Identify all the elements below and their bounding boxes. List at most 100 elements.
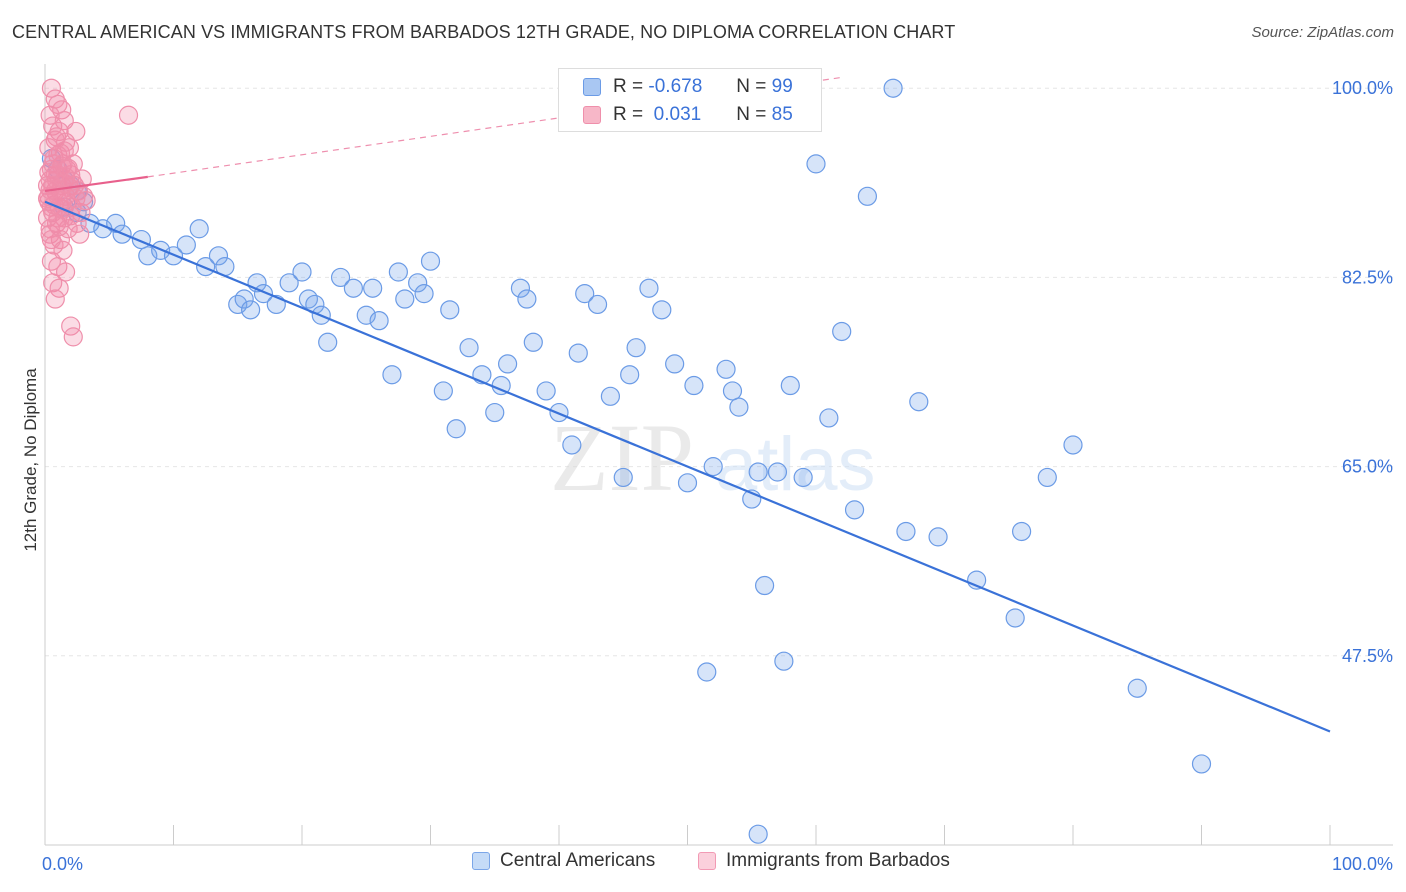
data-point [1191, 754, 1212, 774]
data-point [523, 332, 543, 352]
watermark-atlas: atlas [715, 422, 876, 507]
data-point [49, 278, 69, 298]
data-point [896, 521, 916, 542]
data-point [485, 402, 505, 423]
data-point [819, 408, 839, 428]
data-point [754, 575, 775, 596]
x-tick-label: 0.0% [42, 854, 83, 874]
correlation-stats-box: R = -0.678 N = 99 R = 0.031 N = 85 [558, 68, 822, 132]
y-tick-label: 82.5% [1342, 267, 1393, 287]
data-point [382, 365, 402, 385]
data-point [241, 300, 261, 320]
data-point [55, 262, 76, 282]
data-point [208, 246, 229, 266]
data-point [41, 229, 62, 250]
legend-central-americans[interactable]: Central Americans [472, 850, 655, 872]
stat-row-barbados: R = 0.031 N = 85 [559, 101, 793, 129]
stat-n-value: 99 [771, 76, 793, 97]
data-point [620, 365, 640, 385]
data-point [684, 375, 704, 396]
stat-row-central-americans: R = -0.678 N = 99 [559, 73, 793, 101]
data-point [44, 235, 64, 255]
data-point [63, 327, 83, 347]
data-point [45, 130, 65, 150]
data-point [857, 186, 878, 206]
data-point [43, 273, 63, 293]
y-tick-label: 100.0% [1332, 78, 1393, 98]
data-point [459, 338, 479, 358]
tick-labels: 47.5% 65.0% 82.5% 100.0% 0.0% 100.0% [42, 78, 1393, 874]
source-credit: Source: ZipAtlas.com [1251, 24, 1394, 41]
data-point [420, 251, 441, 271]
watermark-zip: ZIP [550, 404, 694, 511]
data-point [369, 311, 389, 331]
data-point [562, 435, 582, 455]
data-point [41, 251, 62, 271]
data-point [72, 169, 92, 189]
data-point [587, 294, 608, 315]
legend-barbados[interactable]: Immigrants from Barbados [698, 850, 950, 872]
data-point [517, 289, 537, 309]
grid-lines [45, 87, 1393, 657]
stat-swatch-blue [583, 78, 601, 96]
data-point [1127, 678, 1147, 698]
data-point [748, 462, 768, 482]
data-point [388, 262, 408, 282]
trend-line-1 [44, 175, 148, 193]
y-axis-label: 12th Grade, No Diploma [21, 368, 40, 552]
data-point [928, 527, 948, 547]
stat-swatch-pink [583, 106, 601, 124]
data-point [330, 267, 351, 288]
data-point [1063, 435, 1083, 455]
y-tick-label: 65.0% [1342, 457, 1393, 477]
data-point [48, 94, 68, 115]
data-point [279, 273, 299, 293]
data-point [234, 289, 254, 309]
trend-line-0 [44, 200, 1331, 733]
data-point [1005, 608, 1025, 628]
data-point [176, 235, 196, 255]
data-point [1037, 467, 1057, 488]
data-point [767, 462, 788, 482]
data-point [433, 381, 453, 401]
stat-n-value: 85 [771, 104, 793, 125]
series-barbados-points [37, 78, 139, 347]
data-point [832, 321, 852, 342]
data-point [228, 294, 248, 315]
data-point [716, 359, 736, 379]
data-point [363, 278, 383, 298]
data-point [43, 116, 63, 136]
data-point [189, 219, 209, 239]
stat-r-label: R = [613, 104, 644, 125]
data-point [440, 300, 460, 320]
stat-r-value: -0.678 [648, 76, 703, 97]
y-tick-label: 47.5% [1342, 646, 1393, 666]
data-point [498, 354, 518, 374]
legend-label: Central Americans [500, 850, 656, 871]
data-point [703, 457, 723, 477]
data-point [774, 651, 794, 671]
chart-title: CENTRAL AMERICAN VS IMMIGRANTS FROM BARB… [12, 22, 956, 42]
data-point [652, 300, 672, 320]
data-point [722, 381, 743, 401]
data-point [76, 191, 96, 211]
legend-swatch-pink [698, 852, 716, 870]
data-point [844, 500, 865, 520]
data-point [510, 278, 531, 298]
data-point [600, 386, 621, 406]
data-point [118, 105, 139, 125]
data-point [575, 284, 595, 304]
data-point [793, 467, 813, 488]
data-point [414, 284, 434, 304]
data-point [883, 78, 903, 98]
data-point [780, 375, 800, 396]
data-point [748, 824, 768, 844]
data-point [41, 78, 62, 98]
data-point [70, 224, 90, 244]
data-point [909, 392, 929, 412]
data-point [806, 154, 826, 174]
watermark: ZIP atlas [550, 404, 876, 511]
data-point [343, 278, 363, 298]
data-point [568, 343, 588, 363]
data-point [626, 338, 646, 358]
